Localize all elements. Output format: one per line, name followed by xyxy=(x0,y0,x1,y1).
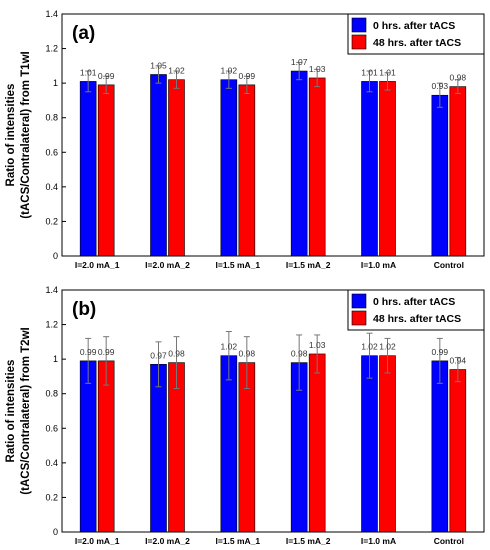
y-tick-label: 1.4 xyxy=(45,9,58,19)
bar xyxy=(449,86,467,257)
data-label: 1.05 xyxy=(150,61,167,71)
chart-panel-0: 0 0.2 0.4 0.6 0.8 1 1.2 1.4 Ratio of intensities… xyxy=(5,9,485,270)
y-tick-label: 0.2 xyxy=(45,492,58,502)
x-tick-label: I=1.5 mA_2 xyxy=(286,260,331,270)
data-label: 1.03 xyxy=(309,64,326,74)
data-label: 0.99 xyxy=(239,71,256,81)
y-tick-label: 0.4 xyxy=(45,458,58,468)
bar xyxy=(431,360,449,533)
x-tick-label: I=2.0 mA_2 xyxy=(145,536,190,546)
bar xyxy=(361,355,378,533)
bar xyxy=(431,94,449,257)
y-tick-label: 0 xyxy=(53,527,58,537)
bar xyxy=(79,81,97,257)
bar xyxy=(150,364,167,533)
y-tick-label: 1.2 xyxy=(45,44,58,54)
bar xyxy=(97,84,115,257)
y-tick-label: 0.8 xyxy=(45,389,58,399)
x-tick-label: I=2.0 mA_1 xyxy=(75,260,120,270)
data-label: 0.98 xyxy=(239,349,256,359)
x-tick-label: I=1.5 mA_1 xyxy=(216,536,261,546)
data-label: 0.98 xyxy=(168,349,185,359)
legend-frame xyxy=(347,13,485,55)
data-label: 0.97 xyxy=(150,350,167,360)
data-label: 1.03 xyxy=(309,340,326,350)
y-tick-label: 0.4 xyxy=(45,182,58,192)
y-tick-label: 0 xyxy=(53,251,58,261)
legend-label: 0 hrs. after tACS xyxy=(373,296,455,308)
bar xyxy=(238,84,256,257)
bar xyxy=(97,360,115,533)
plot-frame xyxy=(61,289,485,533)
legend-swatch xyxy=(351,310,367,326)
y-tick-label: 0.2 xyxy=(45,216,58,226)
data-label: 0.98 xyxy=(291,349,308,359)
bar xyxy=(220,79,238,257)
legend: 0 hrs. after tACS 48 hrs. after tACS xyxy=(347,13,485,55)
x-tick-label: I=2.0 mA_1 xyxy=(75,536,120,546)
x-tick-label: I=1.5 mA_2 xyxy=(286,536,331,546)
plot-frame xyxy=(61,13,485,257)
x-tick-label: I=2.0 mA_2 xyxy=(145,260,190,270)
bar xyxy=(79,360,97,533)
bar xyxy=(379,81,396,257)
data-label: 0.99 xyxy=(98,347,115,357)
data-label: 1.01 xyxy=(379,67,396,77)
data-label: 1.02 xyxy=(168,66,185,76)
bar xyxy=(361,81,378,257)
y-tick-label: 0.6 xyxy=(45,147,58,157)
y-axis-title: Ratio of intensities xyxy=(5,360,17,463)
panel-label: (a) xyxy=(72,23,95,44)
x-tick-label: Control xyxy=(434,536,464,546)
y-tick-label: 1.4 xyxy=(45,285,58,295)
y-axis-title-line2: (tACS/Contralateral) from T2wI xyxy=(20,327,32,494)
legend-label: 48 hrs. after tACS xyxy=(373,313,461,325)
legend-label: 0 hrs. after tACS xyxy=(373,20,455,32)
data-label: 1.02 xyxy=(221,66,238,76)
legend-swatch xyxy=(351,293,367,309)
data-label: 1.01 xyxy=(361,67,378,77)
x-tick-label: Control xyxy=(434,260,464,270)
legend-frame xyxy=(347,289,485,331)
chart-panel-1: 0 0.2 0.4 0.6 0.8 1 1.2 1.4 Ratio of intensities… xyxy=(5,285,485,546)
data-label: 1.01 xyxy=(80,67,97,77)
data-label: 1.07 xyxy=(291,57,308,67)
y-axis-title: Ratio of intensities xyxy=(5,84,17,187)
data-label: 1.02 xyxy=(379,342,396,352)
bar xyxy=(449,369,467,533)
legend: 0 hrs. after tACS 48 hrs. after tACS xyxy=(347,289,485,331)
x-tick-label: I=1.0 mA xyxy=(361,536,396,546)
data-label: 1.02 xyxy=(221,342,238,352)
data-label: 0.94 xyxy=(450,356,467,366)
y-tick-label: 1 xyxy=(53,354,58,364)
bar xyxy=(308,77,326,257)
x-tick-label: I=1.5 mA_1 xyxy=(216,260,261,270)
y-tick-label: 1 xyxy=(53,78,58,88)
panel-label: (b) xyxy=(72,299,96,320)
data-label: 0.99 xyxy=(80,347,97,357)
bar xyxy=(379,355,396,533)
bar xyxy=(308,353,326,533)
data-label: 0.99 xyxy=(98,71,115,81)
data-label: 0.93 xyxy=(432,81,449,91)
y-tick-label: 0.8 xyxy=(45,113,58,123)
legend-swatch xyxy=(351,17,367,33)
bar xyxy=(168,79,185,257)
bar xyxy=(150,74,167,257)
data-label: 1.02 xyxy=(361,342,378,352)
data-label: 0.98 xyxy=(450,73,467,83)
y-axis-title-line2: (tACS/Contralateral) from T1wI xyxy=(20,51,32,218)
y-tick-label: 0.6 xyxy=(45,423,58,433)
bar xyxy=(290,70,308,257)
legend-label: 48 hrs. after tACS xyxy=(373,37,461,49)
data-label: 0.99 xyxy=(432,347,449,357)
x-tick-label: I=1.0 mA xyxy=(361,260,396,270)
y-tick-label: 1.2 xyxy=(45,320,58,330)
legend-swatch xyxy=(351,34,367,50)
bar xyxy=(220,355,238,533)
